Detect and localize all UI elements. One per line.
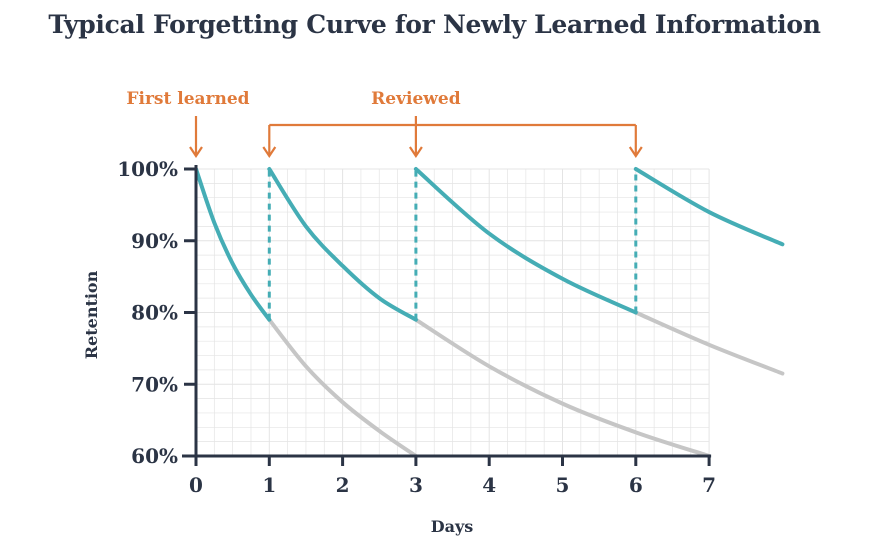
x-tick-label: 0 [189,473,203,497]
annotation-arrowhead [628,146,643,158]
y-tick-label: 90% [131,229,178,253]
y-tick-label: 80% [131,301,178,325]
grid [195,168,710,457]
retention-curve-reviewed [413,167,638,315]
retention-curve-reviewed [267,167,418,322]
x-axis-label: Days [431,517,474,536]
series-lines [194,167,785,458]
annotation-first-learned: First learned [126,89,249,109]
y-tick-label: 100% [117,157,178,181]
annotation-arrowhead [262,146,277,158]
retention-curve-without-review [267,317,418,458]
x-tick-label: 2 [336,473,350,497]
retention-curve-without-review [633,310,785,376]
annotation-arrowhead [408,146,423,158]
x-tick-label: 4 [482,473,496,497]
annotations: First learned Reviewed [126,89,643,158]
y-axis-label: Retention [82,270,101,359]
ticks: 60% 70% 80% 90% 100% 0 1 2 3 4 5 6 7 [117,157,716,497]
x-tick-label: 5 [556,473,570,497]
chart-title: Typical Forgetting Curve for Newly Learn… [48,10,821,39]
annotation-reviewed: Reviewed [371,89,461,109]
retention-curve-without-review [413,317,712,458]
x-tick-label: 7 [702,473,716,497]
retention-curve-reviewed [633,167,785,247]
annotation-arrowhead [189,146,203,158]
x-tick-label: 3 [409,473,423,497]
y-tick-label: 60% [131,444,178,468]
y-tick-label: 70% [131,372,178,396]
retention-curve-reviewed [194,167,272,322]
x-tick-label: 1 [262,473,276,497]
x-tick-label: 6 [629,473,643,497]
